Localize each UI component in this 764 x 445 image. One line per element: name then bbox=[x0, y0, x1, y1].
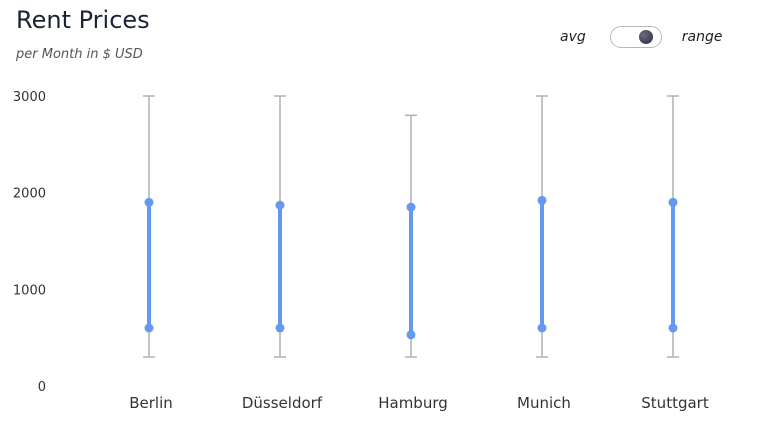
x-category-label: Düsseldorf bbox=[242, 394, 323, 412]
range-high-point bbox=[406, 202, 416, 212]
range-low-point bbox=[275, 323, 285, 333]
range-high-point bbox=[668, 197, 678, 207]
range-low-point bbox=[144, 323, 154, 333]
range-low-point bbox=[406, 330, 416, 340]
avg-range-toggle[interactable] bbox=[609, 26, 662, 48]
toggle-label-avg[interactable]: avg bbox=[560, 29, 586, 45]
y-tick-label: 2000 bbox=[13, 187, 46, 202]
x-category-label: Munich bbox=[517, 394, 571, 412]
x-category-label: Berlin bbox=[129, 394, 173, 412]
range-high-point bbox=[275, 200, 285, 210]
toggle-label-range[interactable]: range bbox=[681, 29, 723, 45]
avg-range-toggle-group: avg range bbox=[560, 24, 722, 50]
toggle-knob[interactable] bbox=[638, 30, 653, 44]
range-low-point bbox=[537, 323, 547, 333]
y-tick-label: 1000 bbox=[13, 283, 46, 298]
y-tick-label: 0 bbox=[38, 380, 46, 395]
chart-subtitle: per Month in $ USD bbox=[16, 47, 143, 62]
y-tick-label: 3000 bbox=[13, 90, 46, 105]
range-high-point bbox=[144, 197, 154, 207]
range-high-point bbox=[537, 195, 547, 205]
x-category-label: Stuttgart bbox=[641, 394, 709, 412]
range-low-point bbox=[668, 323, 678, 333]
x-category-label: Hamburg bbox=[378, 394, 448, 412]
chart-title: Rent Prices bbox=[16, 6, 150, 34]
